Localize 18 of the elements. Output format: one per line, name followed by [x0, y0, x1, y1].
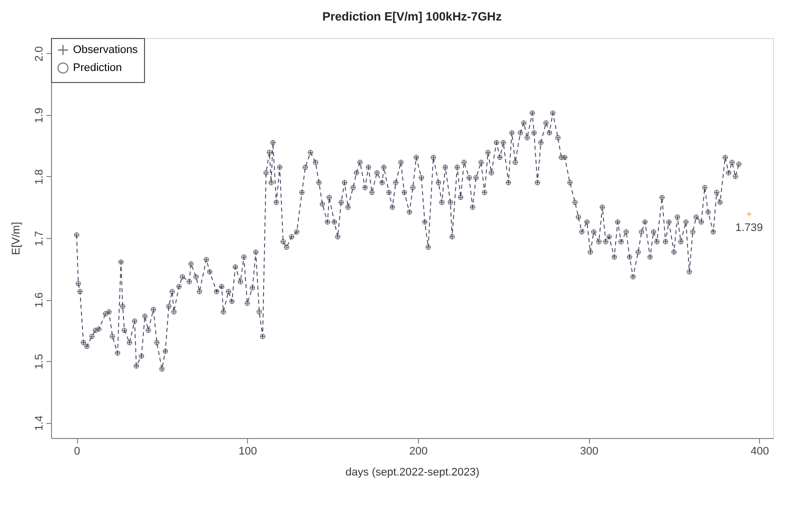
- x-tick-label: 100: [238, 446, 257, 458]
- chart-title: Prediction E[V/m] 100kHz-7GHz: [322, 10, 502, 24]
- legend-label: Prediction: [73, 62, 122, 74]
- x-tick-label: 300: [580, 446, 598, 458]
- y-tick-label: 2.0: [34, 46, 46, 62]
- y-tick-label: 1.6: [34, 292, 46, 308]
- x-tick-label: 400: [750, 446, 770, 458]
- x-tick-label: 0: [74, 446, 80, 458]
- y-tick-label: 1.5: [34, 354, 46, 370]
- y-tick-label: 1.4: [34, 415, 46, 431]
- annotation: 1.739: [735, 222, 763, 234]
- y-tick-label: 1.8: [34, 169, 46, 185]
- y-tick-label: 1.7: [34, 230, 46, 246]
- y-tick-label: 1.9: [34, 108, 46, 124]
- x-tick-label: 200: [409, 446, 428, 458]
- legend-label: Observations: [73, 44, 138, 56]
- x-axis-title: days (sept.2022-sept.2023): [346, 466, 480, 478]
- y-axis-title: E[V/m]: [10, 222, 22, 256]
